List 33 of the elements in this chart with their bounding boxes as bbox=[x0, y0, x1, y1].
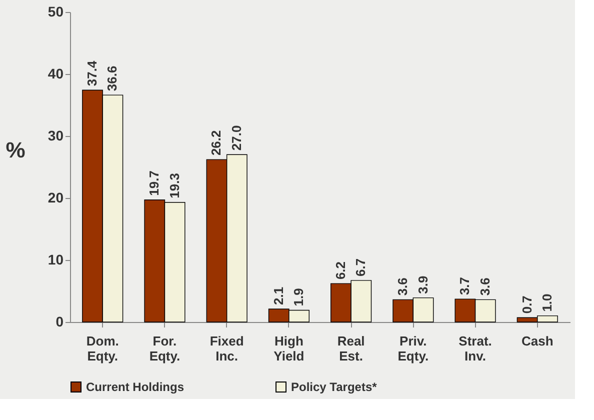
data-label: 3.6 bbox=[395, 278, 410, 296]
data-label: 6.7 bbox=[353, 258, 368, 276]
y-tick-label: 30 bbox=[48, 128, 64, 144]
y-axis-title: % bbox=[6, 138, 26, 162]
y-tick-label: 20 bbox=[48, 190, 64, 206]
y-tick-label: 0 bbox=[56, 314, 64, 330]
y-tick-label: 10 bbox=[48, 252, 64, 268]
data-label: 19.7 bbox=[146, 170, 162, 196]
data-label: 37.4 bbox=[84, 60, 100, 86]
x-tick-label: For. Eqty. bbox=[149, 334, 180, 364]
legend-label: Current Holdings bbox=[86, 380, 184, 394]
data-label: 0.7 bbox=[519, 296, 534, 314]
x-tick-label: Real Est. bbox=[337, 334, 365, 364]
data-label: 26.2 bbox=[208, 130, 224, 156]
x-tick-label: Priv. Eqty. bbox=[398, 334, 429, 364]
data-label: 3.9 bbox=[415, 276, 430, 294]
data-label: 1.0 bbox=[539, 294, 554, 312]
x-tick-label: Dom. Eqty. bbox=[86, 334, 119, 364]
data-label: 2.1 bbox=[270, 286, 286, 305]
x-tick-label: High Yield bbox=[274, 334, 304, 364]
x-tick-label: Strat. Inv. bbox=[458, 334, 492, 364]
y-tick-label: 40 bbox=[48, 66, 64, 82]
data-label: 3.6 bbox=[477, 278, 492, 296]
y-tick-label: 50 bbox=[48, 4, 64, 20]
data-label: 27.0 bbox=[228, 125, 244, 151]
x-tick-label: Cash bbox=[521, 334, 554, 348]
data-label: 1.9 bbox=[291, 288, 306, 306]
x-tick-label: Fixed Inc. bbox=[210, 334, 244, 364]
legend-label: Policy Targets* bbox=[291, 380, 378, 394]
data-label: 19.3 bbox=[166, 173, 182, 198]
data-label: 6.2 bbox=[332, 261, 348, 280]
data-label: 3.7 bbox=[457, 276, 472, 296]
data-label: 36.6 bbox=[104, 66, 120, 92]
